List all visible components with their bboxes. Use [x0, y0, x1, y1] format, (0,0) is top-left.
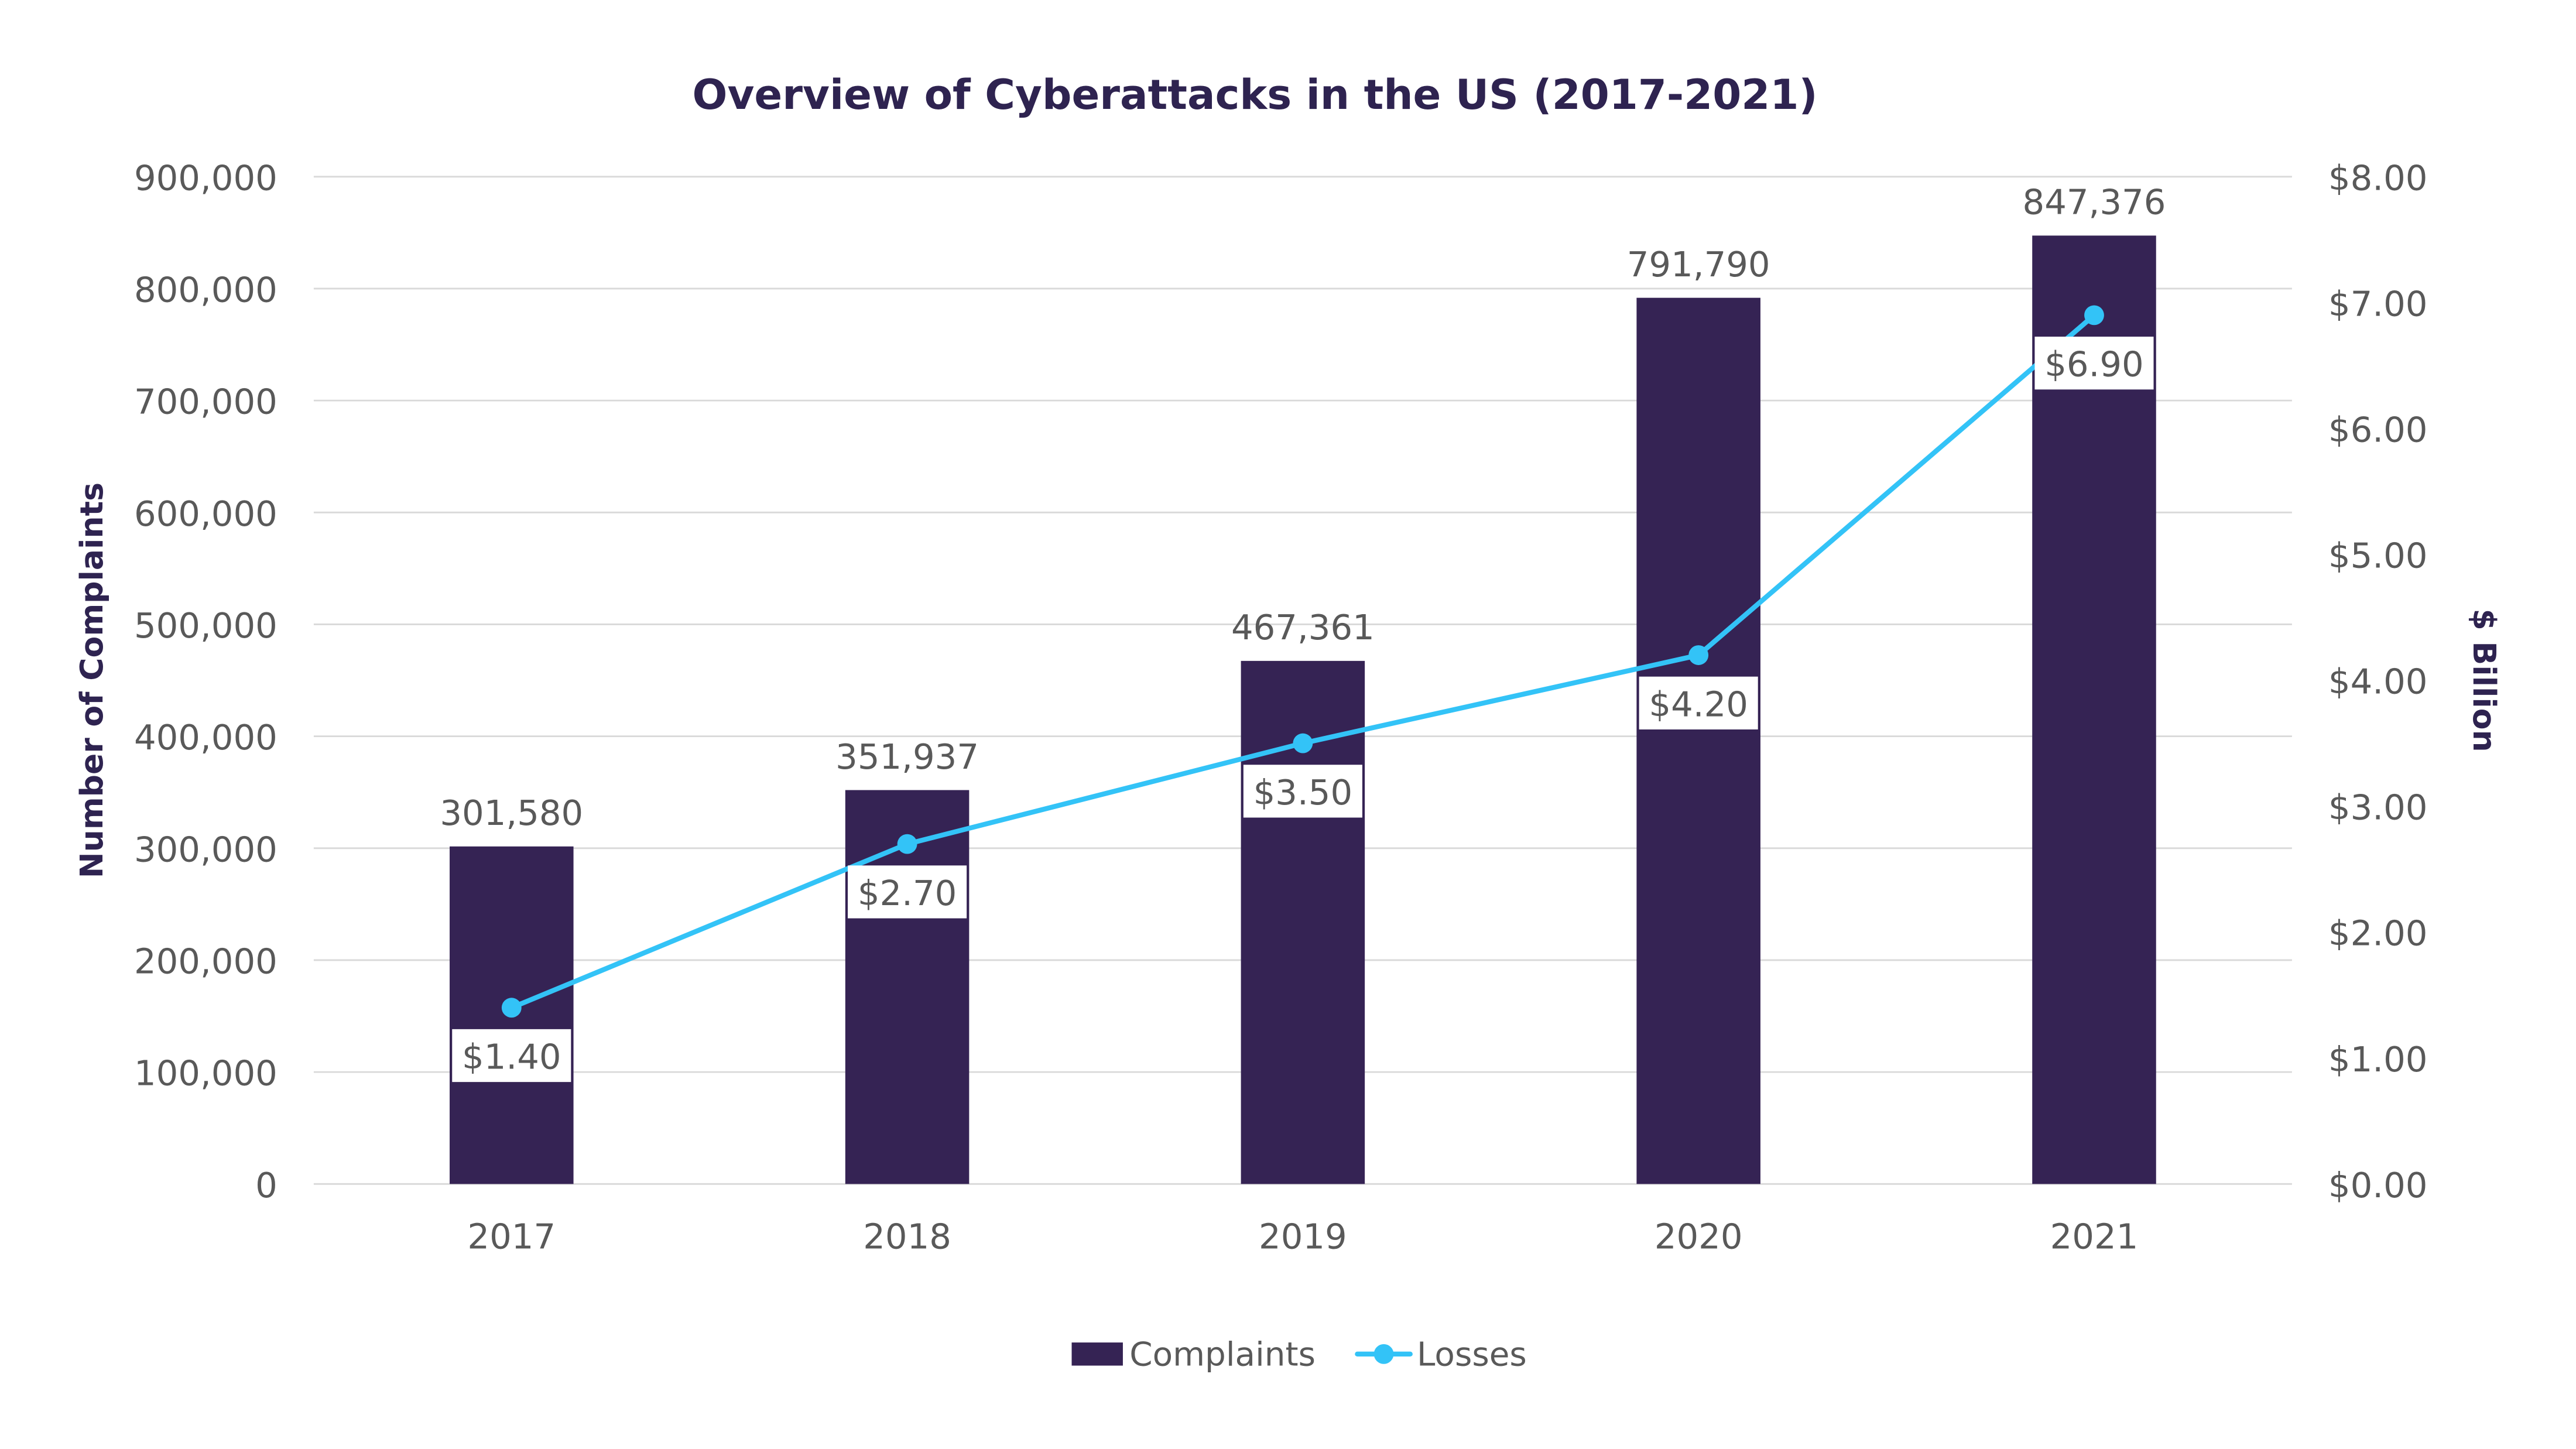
y2-tick-label: $2.00: [2328, 913, 2428, 954]
bar-data-label: 791,790: [1627, 244, 1770, 285]
y-axis-ticks: 0 100,000 200,000 300,000 400,000 500,000 600,…: [134, 157, 278, 1205]
y-tick-label: 800,000: [134, 270, 278, 310]
losses-point: [1688, 645, 1709, 665]
legend: Complaints Losses: [1071, 1336, 1527, 1374]
y2-tick-label: $5.00: [2328, 536, 2428, 576]
losses-label-box: [1243, 765, 1362, 818]
losses-label-box: [2034, 337, 2154, 390]
losses-label-box: [452, 1029, 571, 1083]
losses-data-label: $3.50: [1253, 772, 1353, 813]
y-tick-label: 400,000: [134, 717, 278, 758]
y-tick-label: 700,000: [134, 382, 278, 422]
losses-data-label: $6.90: [2044, 344, 2144, 385]
losses-point: [501, 998, 522, 1018]
y2-tick-label: $4.00: [2328, 662, 2428, 702]
losses-data-label: $4.20: [1649, 684, 1748, 724]
y2-tick-label: $3.00: [2328, 787, 2428, 828]
y-tick-label: 900,000: [134, 157, 278, 198]
losses-data-label: $2.70: [858, 873, 957, 913]
bar-complaints: [1636, 297, 1760, 1184]
x-tick-label: 2018: [863, 1216, 951, 1256]
losses-label-box: [1639, 676, 1758, 729]
x-axis-ticks: 2017 2018 2019 2020 2021: [467, 1216, 2138, 1256]
bar-data-labels: 301,580 351,937 467,361 791,790 847,376: [440, 182, 2166, 833]
y2-tick-label: $7.00: [2328, 283, 2428, 324]
y2-axis-ticks: $0.00 $1.00 $2.00 $3.00 $4.00 $5.00 $6.00 $7.00…: [2328, 157, 2428, 1205]
y-tick-label: 0: [255, 1165, 278, 1205]
losses-point: [2084, 305, 2104, 326]
losses-data-label: $1.40: [462, 1037, 561, 1077]
y2-tick-label: $0.00: [2328, 1165, 2428, 1205]
y-tick-label: 500,000: [134, 605, 278, 646]
y2-tick-label: $8.00: [2328, 157, 2428, 198]
x-tick-label: 2020: [1654, 1216, 1743, 1256]
bar-data-label: 301,580: [440, 793, 583, 833]
losses-point: [1293, 733, 1313, 753]
bar-complaints: [2032, 235, 2156, 1184]
y-tick-label: 200,000: [134, 941, 278, 982]
bar-data-label: 351,937: [835, 737, 979, 777]
bar-complaints: [845, 790, 970, 1184]
x-tick-label: 2021: [2050, 1216, 2139, 1256]
legend-swatch-losses-marker: [1373, 1344, 1394, 1364]
losses-label-box: [848, 865, 967, 919]
legend-label-complaints: Complaints: [1129, 1336, 1316, 1374]
y2-tick-label: $1.00: [2328, 1039, 2428, 1080]
legend-swatch-complaints: [1071, 1342, 1123, 1366]
bar-data-label: 847,376: [2023, 182, 2166, 222]
losses-point: [897, 834, 917, 854]
losses-line: $1.40 $2.70 $3.50 $4.20 $6.90: [452, 305, 2154, 1083]
bars: [450, 235, 2156, 1184]
y-tick-label: 300,000: [134, 829, 278, 869]
y-tick-label: 600,000: [134, 494, 278, 534]
y-tick-label: 100,000: [134, 1053, 278, 1094]
x-tick-label: 2017: [467, 1216, 556, 1256]
legend-label-losses: Losses: [1417, 1336, 1527, 1374]
y-axis-title: Number of Complaints: [73, 482, 110, 878]
chart-title: Overview of Cyberattacks in the US (2017…: [693, 71, 1818, 119]
y2-axis-title: $ Billion: [2466, 608, 2503, 752]
bar-data-label: 467,361: [1231, 607, 1375, 648]
x-tick-label: 2019: [1259, 1216, 1347, 1256]
y2-tick-label: $6.00: [2328, 409, 2428, 450]
